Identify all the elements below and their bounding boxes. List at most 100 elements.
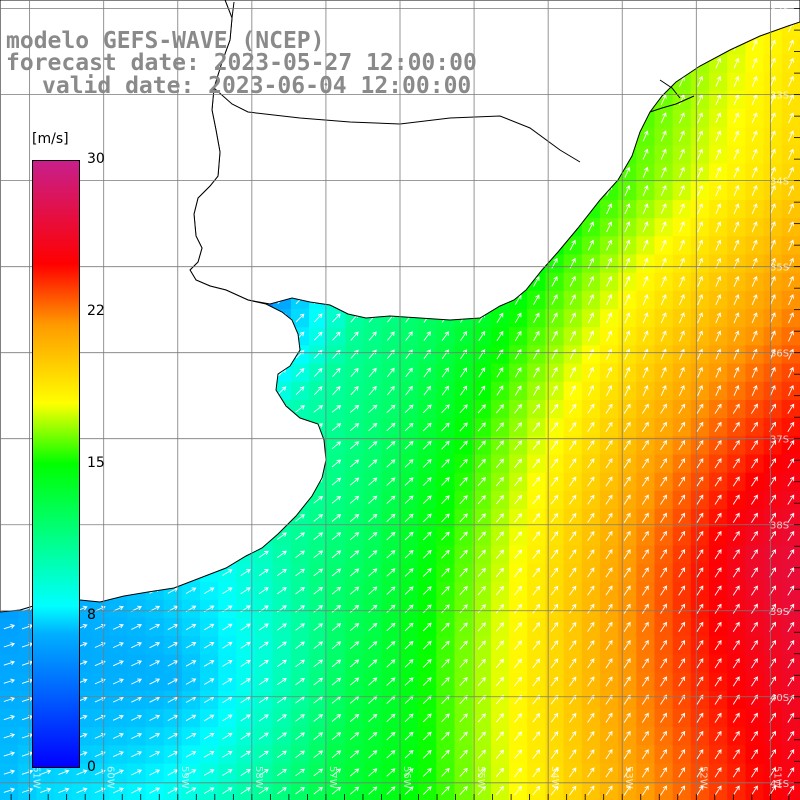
wind-arrow	[733, 221, 740, 233]
wind-arrow	[240, 787, 251, 795]
wind-arrow	[678, 749, 686, 760]
wind-speed-cell	[400, 345, 419, 365]
wind-speed-cell	[599, 563, 619, 583]
wind-arrow	[623, 730, 631, 742]
wind-arrow	[203, 587, 215, 594]
wind-speed-cell	[672, 381, 692, 401]
wind-arrow	[587, 366, 594, 378]
wind-speed-cell	[345, 345, 365, 365]
wind-speed-cell	[272, 654, 292, 674]
wind-arrow	[404, 604, 414, 614]
wind-arrow	[623, 603, 631, 614]
wind-arrow	[732, 439, 740, 451]
wind-speed-cell	[109, 654, 128, 674]
wind-arrow	[714, 439, 722, 451]
wind-arrow	[714, 512, 722, 523]
wind-arrow	[788, 275, 794, 287]
wind-arrow	[349, 423, 360, 432]
wind-arrow	[660, 712, 667, 723]
wind-arrow	[40, 769, 52, 775]
wind-arrow	[112, 696, 124, 703]
wind-arrow	[697, 239, 704, 251]
wind-arrow	[496, 367, 504, 378]
wind-speed-cell	[472, 400, 492, 419]
wind-speed-cell	[763, 436, 783, 456]
wind-arrow	[368, 404, 378, 413]
wind-speed-cell	[690, 272, 710, 292]
wind-speed-cell	[672, 400, 692, 419]
wind-arrow	[368, 550, 378, 559]
wind-arrow	[660, 567, 667, 578]
wind-arrow	[678, 512, 686, 523]
wind-speed-cell	[436, 618, 456, 637]
wind-arrow	[350, 386, 359, 396]
wind-arrow	[149, 769, 161, 776]
wind-speed-cell	[618, 490, 637, 510]
wind-arrow	[732, 658, 740, 669]
wind-speed-cell	[181, 727, 201, 746]
wind-arrow	[623, 421, 631, 433]
wind-speed-cell	[581, 509, 601, 528]
wind-speed-cell	[490, 599, 510, 619]
wind-speed-cell	[527, 454, 546, 474]
wind-speed-cell	[545, 672, 565, 692]
wind-speed-cell	[690, 654, 710, 674]
wind-arrow	[533, 348, 540, 360]
wind-arrow	[331, 532, 342, 541]
wind-speed-cell	[745, 545, 765, 565]
wind-arrow	[660, 366, 667, 378]
wind-speed-cell	[490, 381, 510, 401]
wind-speed-cell	[290, 654, 310, 674]
wind-arrow	[112, 660, 124, 667]
wind-arrow	[386, 641, 396, 650]
wind-speed-cell	[127, 672, 147, 692]
wind-arrow	[477, 731, 486, 741]
wind-speed-cell	[763, 109, 783, 128]
wind-arrow	[733, 294, 740, 306]
wind-arrow	[733, 366, 740, 378]
wind-arrow	[112, 733, 124, 739]
wind-speed-cell	[454, 436, 474, 456]
wind-speed-cell	[254, 690, 274, 710]
wind-speed-cell	[763, 200, 783, 219]
wind-arrow	[751, 312, 758, 324]
wind-arrow	[623, 767, 631, 778]
wind-arrow	[587, 712, 595, 723]
wind-arrow	[131, 678, 142, 685]
wind-speed-cell	[327, 527, 346, 546]
wind-speed-cell	[763, 345, 783, 365]
wind-speed-cell	[509, 309, 528, 328]
wind-arrow	[714, 549, 722, 560]
wind-speed-cell	[636, 363, 656, 383]
wind-arrow	[441, 549, 450, 559]
wind-arrow	[678, 348, 685, 360]
wind-speed-cell	[581, 690, 601, 710]
wind-speed-cell	[618, 200, 637, 219]
wind-arrow	[605, 676, 613, 687]
wind-arrow	[386, 367, 395, 378]
wind-arrow	[295, 623, 305, 631]
wind-speed-cell	[309, 690, 328, 710]
wind-speed-cell	[490, 309, 510, 328]
wind-speed-cell	[436, 472, 456, 492]
wind-arrow	[642, 148, 649, 160]
wind-speed-cell	[400, 490, 419, 510]
wind-speed-cell	[745, 90, 765, 110]
wind-speed-cell	[581, 327, 601, 346]
wind-arrow	[550, 622, 559, 632]
wind-speed-cell	[145, 672, 165, 692]
wind-arrow	[313, 677, 324, 686]
wind-speed-cell	[636, 545, 656, 565]
wind-speed-cell	[345, 690, 365, 710]
wind-speed-cell	[563, 636, 583, 656]
wind-arrow	[368, 331, 377, 341]
wind-speed-cell	[436, 490, 456, 510]
wind-speed-cell	[654, 763, 674, 783]
wind-speed-cell	[709, 309, 728, 328]
wind-arrow	[751, 275, 758, 287]
wind-arrow	[349, 786, 360, 795]
wind-speed-cell	[636, 400, 656, 419]
wind-speed-cell	[709, 654, 728, 674]
wind-arrow	[769, 57, 776, 69]
wind-arrow	[532, 676, 541, 687]
